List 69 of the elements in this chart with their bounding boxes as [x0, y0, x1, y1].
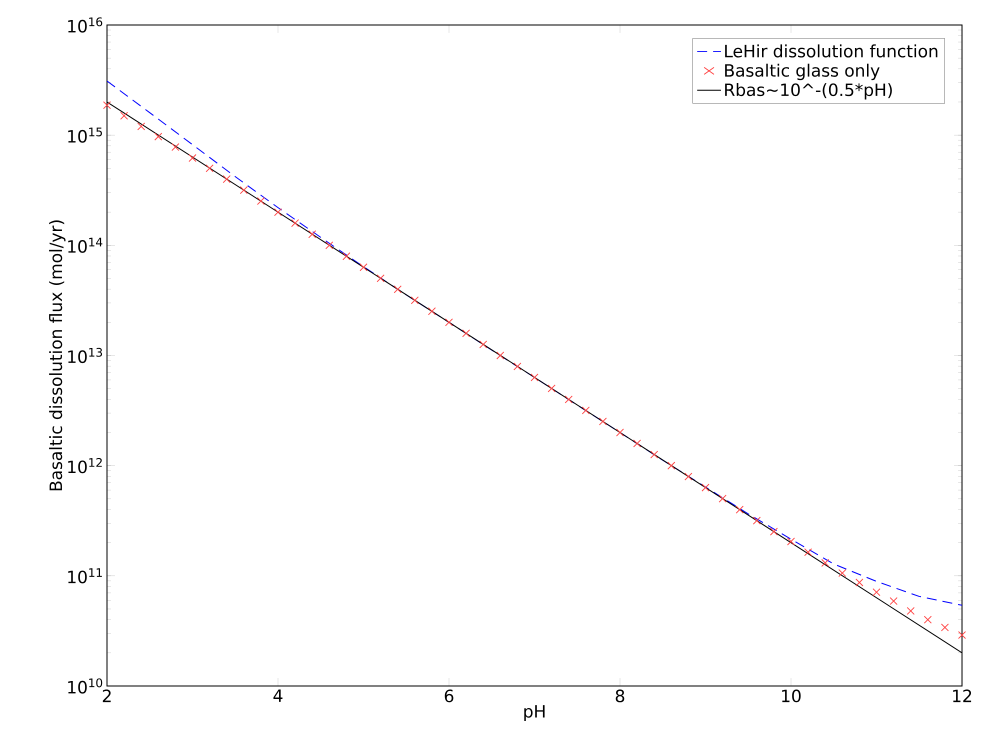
legend-label: LeHir dissolution function — [725, 44, 938, 58]
point — [958, 631, 966, 640]
point — [838, 569, 846, 578]
point — [821, 558, 830, 567]
point — [171, 143, 180, 152]
point — [770, 528, 778, 536]
x-tick-label: 2 — [102, 690, 111, 702]
point — [206, 164, 214, 172]
point — [650, 450, 658, 459]
point — [274, 208, 282, 216]
point — [940, 623, 949, 632]
point — [325, 241, 334, 250]
y-tick-label: 10$^{16}$ — [68, 17, 102, 33]
y-tick-label: 10$^{11}$ — [68, 568, 102, 584]
point — [445, 318, 453, 326]
point — [804, 548, 812, 556]
point — [736, 506, 744, 514]
point — [410, 296, 419, 304]
y-tick-label: 10$^{13}$ — [68, 348, 102, 364]
point — [428, 307, 436, 316]
x-tick-label: 12 — [953, 690, 972, 702]
y-tick-label: 10$^{12}$ — [68, 458, 102, 474]
x-tick-label: 10 — [782, 690, 801, 702]
point — [120, 112, 128, 120]
point — [718, 494, 727, 503]
point — [240, 186, 248, 194]
point — [667, 462, 676, 470]
point — [684, 472, 692, 481]
point — [479, 340, 488, 348]
point — [308, 230, 316, 238]
legend-label: Basaltic glass only — [725, 64, 880, 80]
y-tick-label: 10$^{10}$ — [68, 678, 102, 694]
point — [752, 516, 761, 525]
point — [360, 263, 368, 272]
point — [906, 606, 915, 615]
point — [103, 101, 111, 110]
point — [924, 616, 932, 624]
point — [462, 329, 470, 338]
point — [548, 384, 556, 392]
point — [256, 197, 265, 206]
point — [633, 439, 642, 448]
y-axis-title: Basaltic dissolution flux (mol/yr) — [49, 220, 66, 490]
point — [530, 373, 538, 382]
y-tick-label: 10$^{15}$ — [68, 128, 102, 143]
point — [154, 132, 162, 141]
point — [598, 417, 607, 426]
point — [188, 154, 196, 162]
x-tick-label: 4 — [273, 690, 282, 702]
point — [616, 428, 624, 436]
point — [787, 538, 795, 546]
point — [342, 252, 350, 260]
point — [291, 219, 300, 228]
point — [564, 395, 573, 404]
point — [872, 588, 880, 596]
legend-label: Rbas~10^-(0.5*pH) — [725, 83, 892, 100]
point — [376, 274, 385, 282]
point — [222, 175, 231, 184]
point — [137, 122, 146, 130]
x-tick-label: 8 — [616, 690, 624, 702]
point — [496, 352, 504, 360]
point — [582, 406, 590, 414]
point — [394, 285, 402, 294]
point — [513, 362, 522, 370]
point — [855, 578, 864, 586]
x-tick-label: 6 — [444, 690, 454, 702]
x-axis-title: pH — [524, 705, 545, 722]
point — [702, 484, 710, 492]
y-tick-label: 10$^{14}$ — [68, 238, 102, 253]
point — [890, 597, 898, 606]
